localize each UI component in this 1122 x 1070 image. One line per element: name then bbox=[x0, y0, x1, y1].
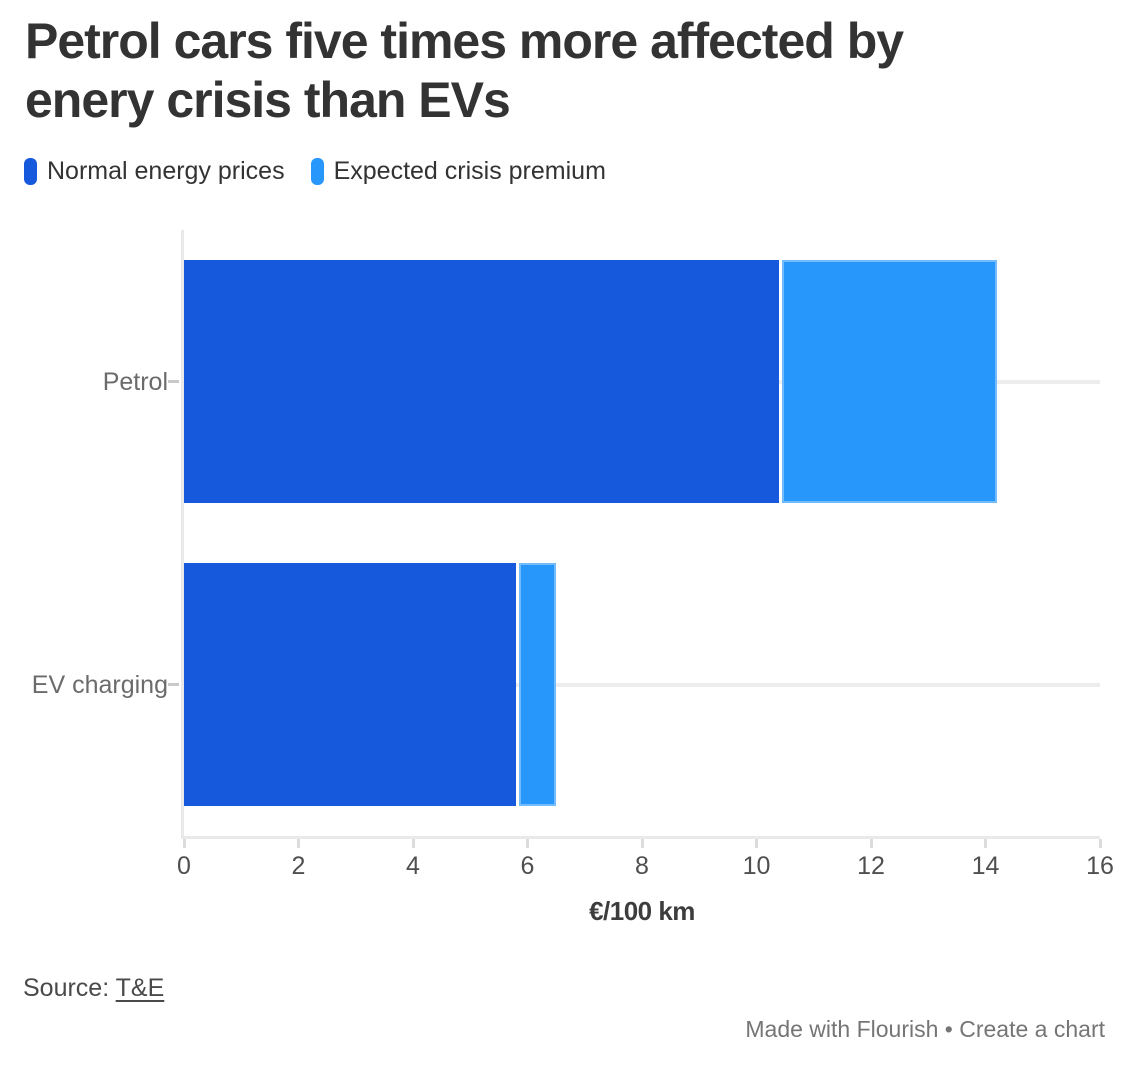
gridline bbox=[184, 682, 1100, 687]
legend-label: Expected crisis premium bbox=[333, 157, 606, 185]
legend-swatch-premium-icon bbox=[310, 158, 324, 185]
legend-item-normal-energy-prices[interactable]: Normal energy prices bbox=[24, 158, 285, 185]
made-with-flourish-link[interactable]: Made with Flourish bbox=[745, 1016, 939, 1042]
x-axis-tick-label: 10 bbox=[742, 852, 771, 880]
x-axis-tick-label: 0 bbox=[177, 852, 191, 880]
bar-premium-ev-charging[interactable] bbox=[519, 563, 557, 806]
plot-area: €/100 km Petrol EV charging 0 2 4 6 8 10 12 14 16 bbox=[32, 230, 1114, 926]
x-axis-tick bbox=[526, 839, 529, 848]
category-label-ev-charging: EV charging bbox=[31, 670, 168, 699]
legend: Normal energy prices Expected crisis pre… bbox=[24, 158, 606, 185]
x-axis-tick-label: 4 bbox=[406, 852, 420, 880]
source-line: Source: T&E bbox=[23, 974, 164, 1003]
x-axis-tick bbox=[411, 839, 415, 848]
x-axis-tick-label: 14 bbox=[971, 852, 1000, 880]
bar-premium-petrol[interactable] bbox=[782, 260, 997, 503]
legend-label: Normal energy prices bbox=[47, 157, 285, 185]
source-link[interactable]: T&E bbox=[115, 974, 165, 1002]
flourish-credit: Made with Flourish • Create a chart bbox=[745, 1016, 1105, 1043]
chart-title: Petrol cars five times more affected by … bbox=[25, 12, 904, 130]
x-axis-tick bbox=[1098, 839, 1102, 848]
x-axis-tick-label: 12 bbox=[857, 852, 885, 880]
legend-swatch-normal-icon bbox=[24, 158, 37, 185]
chart-title-line2: enery crisis than EVs bbox=[25, 72, 511, 128]
category-label-petrol: Petrol bbox=[102, 367, 168, 396]
y-axis-tick bbox=[168, 380, 179, 383]
x-axis-title: €/100 km bbox=[589, 896, 695, 926]
x-axis-tick-label: 6 bbox=[520, 852, 535, 880]
bar-normal-ev-charging[interactable] bbox=[184, 563, 517, 806]
create-a-chart-link[interactable]: Create a chart bbox=[959, 1016, 1105, 1042]
x-axis-tick bbox=[182, 839, 186, 848]
x-axis-tick-label: 2 bbox=[291, 852, 306, 880]
y-axis-tick bbox=[168, 683, 179, 686]
x-axis-tick bbox=[640, 839, 644, 848]
bar-normal-petrol[interactable] bbox=[184, 260, 780, 503]
x-axis-tick-label: 16 bbox=[1086, 852, 1114, 880]
legend-item-expected-crisis-premium[interactable]: Expected crisis premium bbox=[310, 157, 606, 185]
x-axis-tick bbox=[869, 839, 873, 848]
source-prefix: Source: bbox=[23, 974, 116, 1002]
x-axis-tick bbox=[984, 839, 987, 848]
chart-title-line1: Petrol cars five times more affected by bbox=[25, 13, 904, 69]
x-axis-tick bbox=[755, 839, 758, 848]
x-axis-tick-label: 8 bbox=[635, 852, 649, 880]
x-axis-tick bbox=[297, 839, 300, 848]
credit-separator: • bbox=[938, 1016, 960, 1042]
